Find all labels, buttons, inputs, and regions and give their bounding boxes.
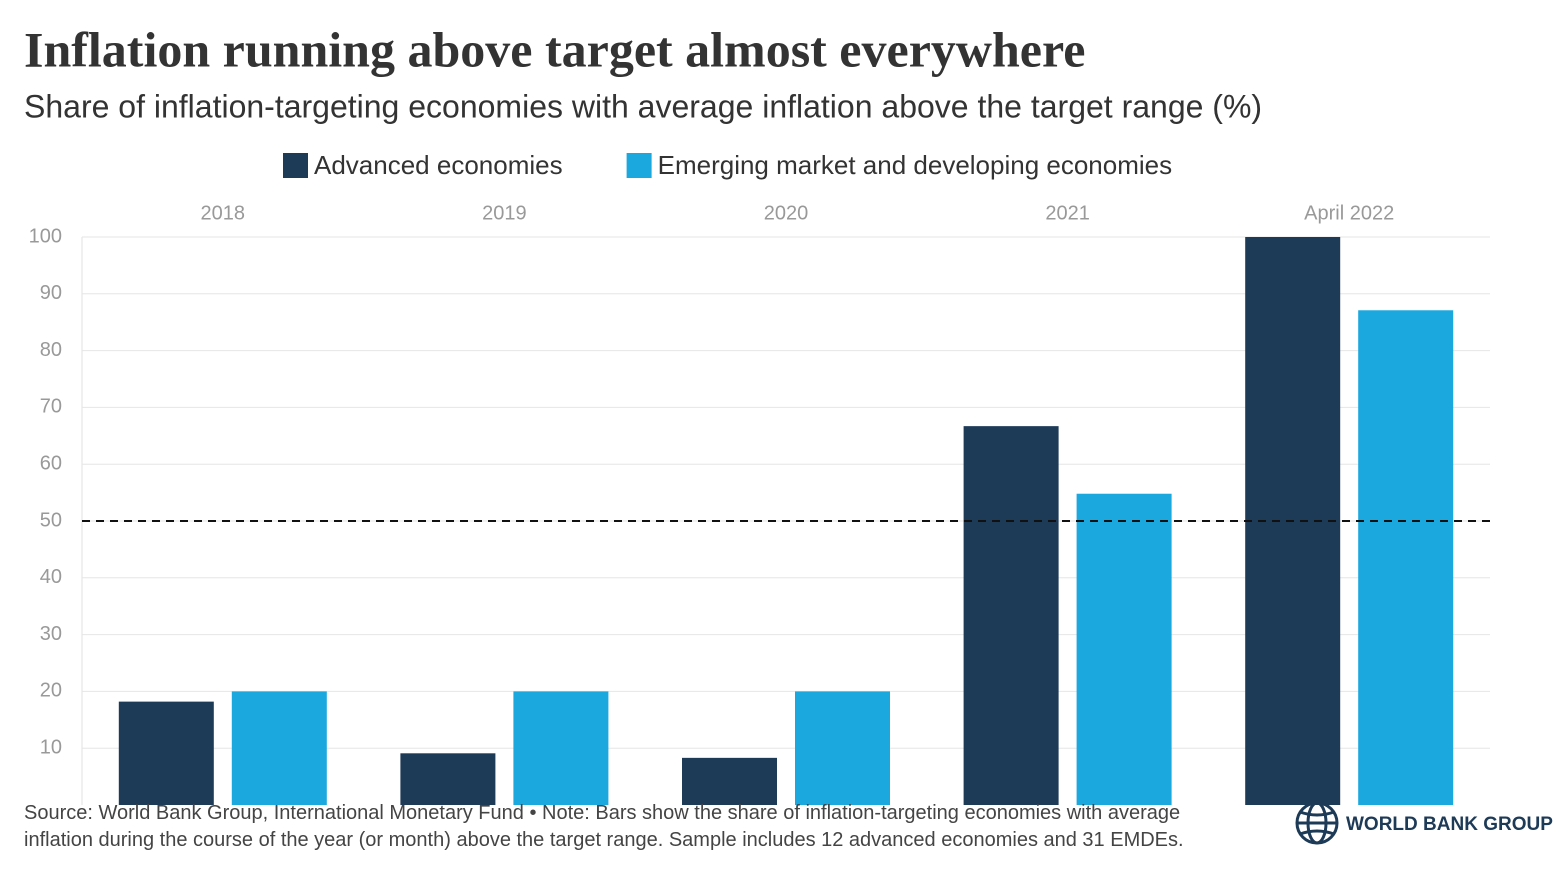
chart-title: Inflation running above target almost ev… [24, 21, 1085, 77]
y-tick-label: 50 [40, 509, 62, 531]
legend-swatch [283, 153, 308, 178]
y-tick-label: 70 [40, 396, 62, 418]
y-tick-label: 60 [40, 452, 62, 474]
bar [1076, 493, 1172, 805]
chart-subtitle: Share of inflation-targeting economies w… [24, 88, 1262, 124]
y-tick-label: 30 [40, 623, 62, 645]
bar [118, 701, 214, 805]
y-tick-label: 40 [40, 566, 62, 588]
category-label: April 2022 [1304, 202, 1394, 224]
source-note: Source: World Bank Group, International … [24, 802, 1184, 851]
category-label: 2018 [201, 202, 246, 224]
bar [400, 753, 496, 805]
logo-text: WORLD BANK GROUP [1346, 814, 1553, 835]
bar [231, 691, 327, 805]
y-tick-label: 20 [40, 680, 62, 702]
bar [963, 426, 1059, 805]
y-tick-label: 100 [29, 225, 62, 247]
bar [682, 757, 777, 805]
logo-globe [1295, 801, 1339, 845]
legend-label: Advanced economies [314, 150, 563, 180]
legend-label: Emerging market and developing economies [658, 150, 1173, 180]
y-tick-label: 10 [40, 736, 62, 758]
category-label: 2021 [1045, 202, 1090, 224]
bar [513, 691, 609, 805]
category-label: 2019 [482, 202, 527, 224]
bar [1358, 310, 1454, 805]
y-tick-label: 90 [40, 282, 62, 304]
legend-swatch [626, 153, 652, 178]
category-label: 2020 [764, 202, 809, 224]
y-tick-label: 80 [40, 339, 62, 361]
bar [795, 691, 890, 805]
